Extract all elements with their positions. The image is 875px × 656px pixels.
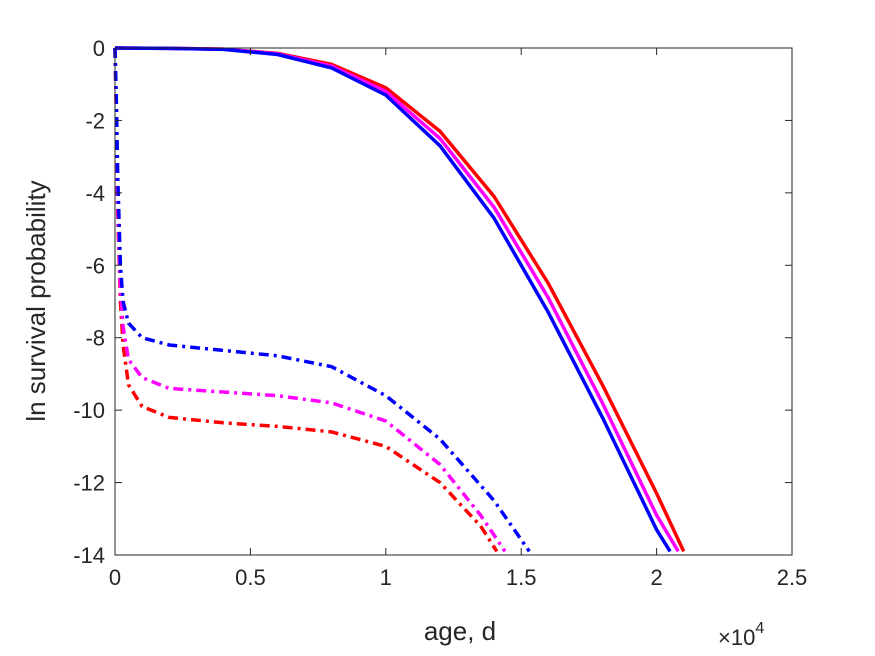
y-tick-label: -14 — [73, 543, 105, 568]
x-tick-label: 2.5 — [777, 565, 808, 590]
x-tick-label: 1 — [380, 565, 392, 590]
y-tick-label: -2 — [85, 108, 105, 133]
plot-frame — [114, 47, 793, 556]
plot-background — [115, 48, 792, 555]
series-line-5 — [113, 47, 531, 553]
x-axis-label: age, d — [424, 616, 496, 646]
y-tick-label: -8 — [85, 326, 105, 351]
x-exponent-power: 4 — [755, 620, 764, 637]
y-axis-label: ln survival probability — [21, 180, 51, 421]
x-tick-label: 2 — [650, 565, 662, 590]
y-tick-label: -6 — [85, 253, 105, 278]
x-exponent-base: ×10 — [718, 625, 755, 650]
series-line-4 — [113, 47, 507, 553]
y-tick-label: -10 — [73, 398, 105, 423]
x-tick-label: 0 — [109, 565, 121, 590]
y-tick-label: -12 — [73, 471, 105, 496]
y-tick-label: -4 — [85, 181, 105, 206]
x-exponent-label: ×104 — [718, 620, 764, 650]
x-tick-label: 1.5 — [506, 565, 537, 590]
x-axis: 0 0.5 1 1.5 2 2.5 — [109, 48, 807, 590]
series-line-2 — [114, 46, 672, 553]
x-tick-label: 0.5 — [235, 565, 266, 590]
y-tick-label: 0 — [93, 36, 105, 61]
series-layer — [113, 46, 686, 553]
y-axis: 0 -2 -4 -6 -8 -10 -12 -14 — [73, 36, 792, 568]
